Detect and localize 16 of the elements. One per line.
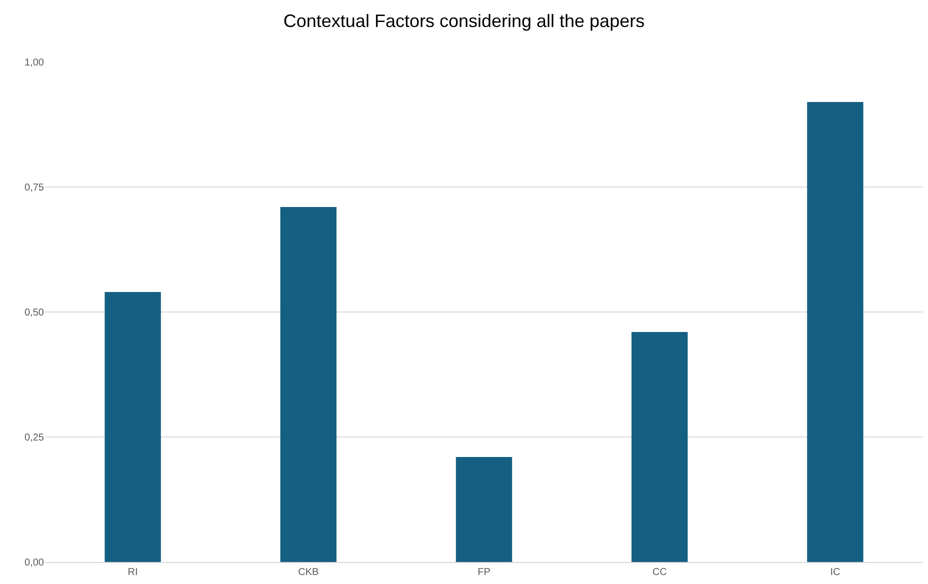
bar <box>456 457 512 562</box>
y-tick-label: 1,00 <box>24 58 44 68</box>
y-tick-label: 0,25 <box>24 432 44 444</box>
bar <box>807 102 864 562</box>
y-tick-label: 0,50 <box>24 308 44 318</box>
bar <box>104 292 161 562</box>
bar <box>632 332 688 562</box>
y-tick-label: 0,75 <box>24 182 44 194</box>
x-tick-label: FP <box>478 567 491 578</box>
chart-title: Contextual Factors considering all the papers <box>283 11 645 32</box>
y-tick-label: 0,00 <box>24 558 44 568</box>
bar <box>280 207 336 562</box>
x-tick-label: IC <box>830 567 840 578</box>
x-tick-label: CC <box>652 567 667 578</box>
x-tick-label: RI <box>128 567 138 578</box>
x-tick-label: CKB <box>298 567 320 578</box>
